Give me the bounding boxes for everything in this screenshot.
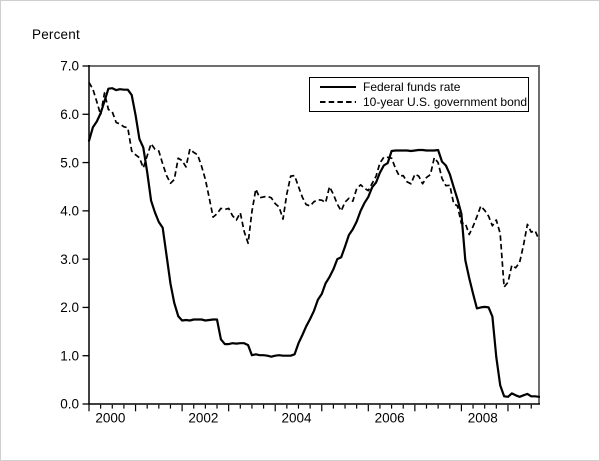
y-tick-label: 4.0: [60, 204, 79, 219]
legend-item-10y-bond: 10-year U.S. government bond: [319, 95, 528, 110]
legend-box: Federal funds rate 10-year U.S. governme…: [309, 77, 529, 112]
federal-funds-rate-line: [87, 87, 541, 398]
x-axis-labels: 2000 2002 2004 2006 2008: [95, 411, 497, 426]
legend-label-10y-bond: 10-year U.S. government bond: [363, 95, 528, 109]
x-tick-label: 2006: [375, 411, 405, 426]
x-tick-label: 2004: [282, 411, 313, 426]
y-tick-label: 3.0: [60, 252, 79, 267]
y-tick-label: 2.0: [60, 300, 79, 315]
x-tick-label: 2008: [468, 411, 498, 426]
y-tick-label: 5.0: [60, 155, 79, 170]
y-tick-label: 1.0: [60, 348, 79, 363]
y-tick-label: 7.0: [60, 59, 79, 74]
treasury-10y-line: [88, 81, 540, 288]
legend-label-federal-funds: Federal funds rate: [363, 80, 461, 94]
x-tick-label: 2002: [188, 411, 218, 426]
legend-item-federal-funds: Federal funds rate: [319, 80, 528, 95]
solid-line-sample-icon: [320, 86, 356, 88]
y-axis-ticks: [82, 65, 89, 405]
x-tick-label: 2000: [95, 411, 125, 426]
x-axis-ticks: [88, 404, 532, 412]
dashed-line-sample-icon: [320, 101, 356, 103]
y-tick-label: 0.0: [60, 397, 79, 412]
y-axis-labels: 0.0 1.0 2.0 3.0 4.0 5.0 6.0 7.0: [60, 59, 79, 412]
y-tick-label: 6.0: [60, 107, 79, 122]
y-axis-unit-label: Percent: [32, 27, 80, 42]
